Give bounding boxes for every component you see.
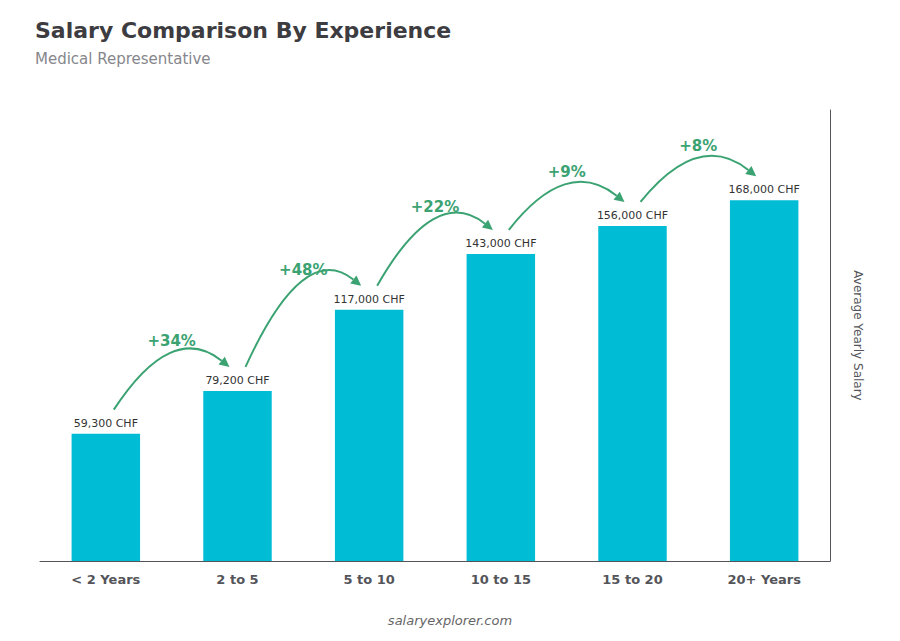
- svg-text:168,000 CHF: 168,000 CHF: [729, 183, 800, 196]
- svg-text:2 to 5: 2 to 5: [216, 572, 258, 587]
- svg-text:10 to 15: 10 to 15: [471, 572, 531, 587]
- svg-text:Medical Representative: Medical Representative: [35, 50, 211, 68]
- svg-text:+8%: +8%: [679, 137, 717, 155]
- svg-text:+48%: +48%: [279, 261, 327, 279]
- svg-text:117,000 CHF: 117,000 CHF: [334, 293, 405, 306]
- svg-text:143,000 CHF: 143,000 CHF: [465, 237, 536, 250]
- svg-text:+22%: +22%: [411, 198, 459, 216]
- svg-text:Salary Comparison By Experienc: Salary Comparison By Experience: [35, 18, 451, 43]
- svg-text:+9%: +9%: [548, 163, 586, 181]
- svg-text:59,300 CHF: 59,300 CHF: [74, 417, 138, 430]
- svg-text:156,000 CHF: 156,000 CHF: [597, 209, 668, 222]
- svg-text:5 to 10: 5 to 10: [343, 572, 394, 587]
- svg-text:salaryexplorer.com: salaryexplorer.com: [388, 613, 512, 628]
- svg-text:79,200 CHF: 79,200 CHF: [205, 374, 269, 387]
- svg-text:Average Yearly Salary: Average Yearly Salary: [851, 270, 865, 400]
- svg-text:15 to 20: 15 to 20: [602, 572, 662, 587]
- svg-text:< 2 Years: < 2 Years: [71, 572, 140, 587]
- svg-text:20+ Years: 20+ Years: [727, 572, 801, 587]
- svg-text:+34%: +34%: [147, 332, 195, 350]
